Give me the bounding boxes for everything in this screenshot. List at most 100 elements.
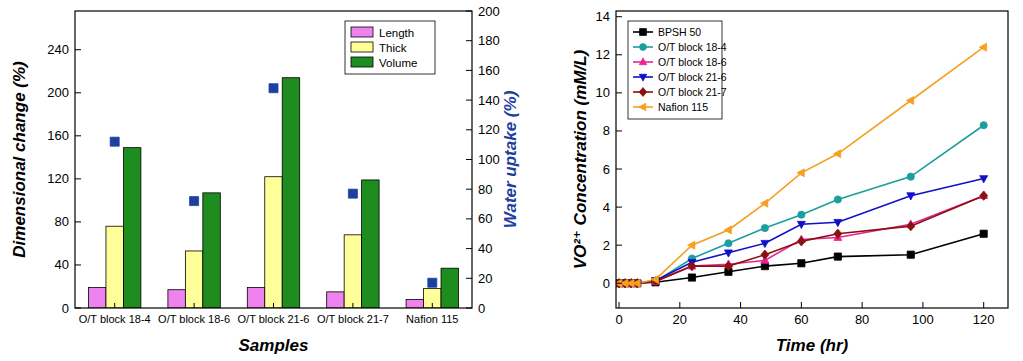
tick (466, 11, 472, 12)
marker (633, 279, 641, 288)
marker (761, 199, 768, 207)
tick (194, 303, 195, 308)
tick-label: 200 (478, 4, 500, 19)
marker (980, 191, 988, 200)
tick (466, 248, 472, 249)
tick (466, 308, 472, 309)
tick-label: 60 (794, 312, 808, 327)
tick-label: 120 (973, 312, 995, 327)
legend-marker (640, 29, 647, 36)
bar (88, 288, 105, 308)
bar (185, 251, 202, 308)
category-label: O/T block 21-7 (317, 313, 389, 325)
legend-swatch (351, 42, 373, 52)
tick (432, 303, 433, 308)
bar (344, 235, 361, 308)
marker (980, 176, 988, 183)
category-label: Nafion 115 (406, 313, 458, 325)
tick (616, 16, 622, 17)
marker (190, 197, 199, 206)
marker (616, 279, 623, 288)
tick (75, 49, 81, 50)
tick (616, 169, 622, 170)
series-line (619, 47, 984, 283)
marker (798, 211, 805, 218)
tick-label: 8 (603, 123, 610, 138)
marker (724, 261, 732, 270)
marker (834, 253, 841, 260)
marker (724, 250, 732, 257)
legend: BPSH 50O/T block 18-4O/T block 18-6O/T b… (628, 21, 727, 119)
marker (761, 224, 768, 231)
plot-frame (616, 11, 1008, 308)
legend-label: O/T block 21-7 (658, 86, 727, 98)
tick (616, 54, 622, 55)
marker (634, 280, 641, 287)
tick-label: 40 (55, 257, 69, 272)
tick-label: 10 (596, 85, 610, 100)
tick (466, 189, 472, 190)
legend-marker (639, 103, 646, 110)
tick (466, 218, 472, 219)
tick (616, 245, 622, 246)
bar (265, 177, 282, 308)
tick-label: 80 (855, 312, 869, 327)
tick (862, 302, 863, 308)
marker (834, 150, 841, 158)
tick-label: 100 (912, 312, 934, 327)
tick (466, 278, 472, 279)
tick (114, 303, 115, 308)
axis-title: Time (hr) (776, 336, 849, 355)
bar (247, 288, 264, 308)
tick-label: 240 (47, 42, 69, 57)
legend-marker (639, 88, 646, 97)
tick (273, 303, 274, 308)
marker (348, 189, 357, 198)
marker (633, 279, 640, 287)
tick (75, 135, 81, 136)
tick-label: 0 (615, 312, 622, 327)
bar (203, 193, 220, 308)
tick-label: 0 (478, 301, 485, 316)
tick-label: 60 (478, 211, 492, 226)
legend: LengthThickVolume (345, 21, 435, 74)
marker (724, 226, 731, 234)
marker (980, 230, 987, 237)
tick-label: 120 (47, 171, 69, 186)
marker (110, 137, 119, 146)
marker (907, 221, 915, 230)
bar (168, 290, 185, 308)
marker (797, 221, 805, 228)
legend-label: BPSH 50 (658, 26, 701, 38)
axis-title: Samples (239, 336, 309, 355)
tick-label: 160 (478, 63, 500, 78)
tick-label: 0 (603, 276, 610, 291)
marker (651, 275, 658, 283)
marker (761, 250, 769, 259)
marker (980, 122, 987, 129)
chart-canvas: 0408012016020024002040608010012014016018… (0, 0, 1023, 361)
bar (123, 148, 140, 308)
bar-chart: 0408012016020024002040608010012014016018… (10, 4, 520, 356)
legend-label: Thick (379, 42, 407, 54)
legend-swatch (351, 27, 373, 37)
bar (106, 226, 123, 308)
tick-label: 100 (478, 152, 500, 167)
tick (466, 40, 472, 41)
tick (740, 302, 741, 308)
tick (616, 283, 622, 284)
tick-label: 20 (478, 271, 492, 286)
tick-label: 180 (478, 33, 500, 48)
marker (798, 260, 805, 267)
marker (688, 241, 695, 249)
tick (679, 302, 680, 308)
legend-label: Nafion 115 (658, 101, 708, 113)
legend-label: O/T block 21-6 (658, 71, 727, 83)
marker (688, 261, 696, 270)
marker (761, 240, 769, 247)
line-chart: 02468101214020406080100120Time (hr)VO²⁺ … (571, 9, 1008, 355)
legend-label: Volume (379, 57, 417, 69)
tick-label: 20 (673, 312, 687, 327)
marker (797, 237, 805, 246)
tick-label: 12 (596, 47, 610, 62)
